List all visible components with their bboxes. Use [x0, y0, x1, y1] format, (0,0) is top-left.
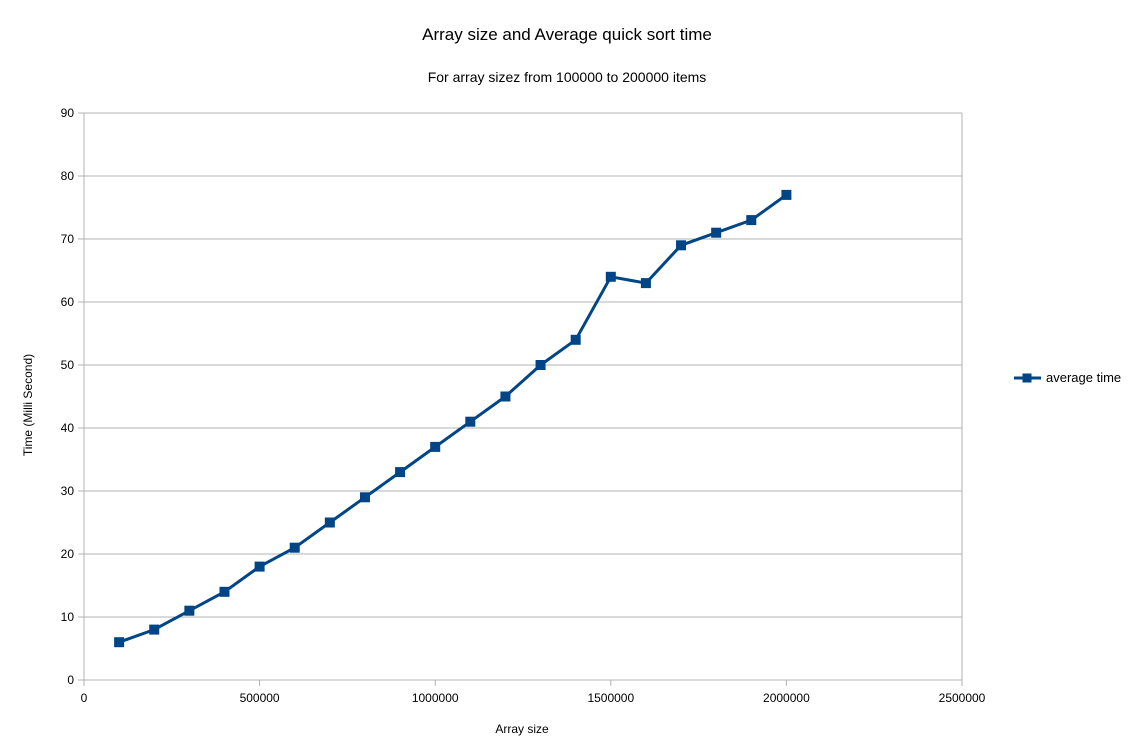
data-point	[535, 360, 546, 370]
data-point	[289, 542, 300, 553]
x-tick-label: 500000	[240, 691, 280, 705]
chart-subtitle: For array sizez from 100000 to 200000 it…	[428, 69, 707, 85]
legend-label: average time	[1046, 370, 1121, 385]
data-point	[149, 624, 160, 635]
grid-lines	[84, 112, 962, 681]
data-point	[500, 391, 511, 402]
data-point	[359, 492, 370, 503]
y-tick-label: 70	[61, 232, 75, 246]
legend: average time	[1014, 370, 1121, 385]
y-axis-ticks: 0 10 20 30 40 50 60 70 80 90	[61, 106, 84, 687]
data-point	[640, 278, 651, 289]
y-tick-label: 40	[61, 421, 75, 435]
data-point	[781, 189, 792, 200]
data-point	[465, 416, 476, 427]
data-point	[746, 215, 757, 226]
x-tick-label: 2500000	[939, 691, 986, 705]
data-point	[254, 561, 265, 572]
data-point	[430, 441, 441, 452]
x-tick-label: 1500000	[587, 691, 634, 705]
data-point	[676, 240, 687, 251]
data-point	[114, 637, 125, 648]
x-tick-label: 0	[81, 691, 88, 705]
chart-title: Array size and Average quick sort time	[422, 25, 712, 44]
y-tick-label: 0	[67, 673, 74, 687]
legend-marker	[1022, 373, 1032, 383]
data-point	[711, 227, 722, 238]
x-axis-ticks: 0 500000 1000000 1500000 2000000 2500000	[81, 680, 986, 705]
x-tick-label: 1000000	[412, 691, 459, 705]
data-point	[605, 271, 616, 282]
data-point	[324, 517, 335, 528]
y-tick-label: 30	[61, 484, 75, 498]
y-axis-label: Time (Milli Second)	[21, 354, 35, 456]
data-point	[219, 586, 230, 597]
y-tick-label: 50	[61, 358, 75, 372]
y-tick-label: 90	[61, 106, 75, 120]
series-line	[118, 193, 788, 644]
y-tick-label: 10	[61, 610, 75, 624]
data-point	[395, 467, 406, 478]
x-tick-label: 2000000	[763, 691, 810, 705]
y-tick-label: 80	[61, 169, 75, 183]
x-axis-label: Array size	[495, 722, 549, 736]
y-tick-label: 60	[61, 295, 75, 309]
data-point	[570, 334, 581, 345]
series-layer	[114, 189, 792, 648]
y-tick-label: 20	[61, 547, 75, 561]
data-point	[184, 605, 195, 616]
